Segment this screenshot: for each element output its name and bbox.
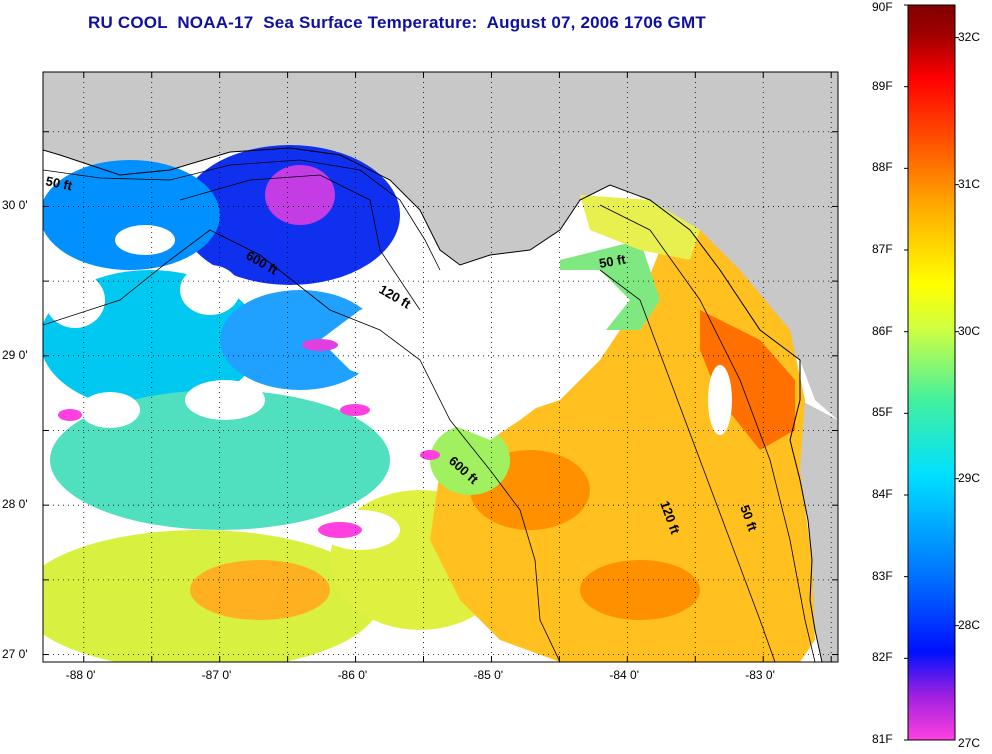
sst-magenta-speck: [302, 339, 338, 351]
sst-mid-patch: [220, 290, 380, 390]
y-tick-label: 28 0': [2, 497, 28, 512]
sst-green-patch: [50, 390, 390, 530]
sst-magenta-speck: [340, 404, 370, 416]
map-title: RU COOL NOAA-17 Sea Surface Temperature:…: [88, 13, 706, 32]
colorbar-f-label: 87F: [872, 242, 893, 256]
cloud-patch: [185, 380, 265, 420]
land-north: [43, 72, 838, 420]
land-florida-west: [790, 400, 838, 662]
y-tick-label: 27 0': [2, 646, 28, 661]
x-tick-label: -86 0': [337, 668, 368, 682]
contour-label-50ft: 50 ft: [44, 173, 74, 193]
y-tick-label: 30 0': [2, 198, 28, 213]
colorbar-c-label: 27C: [958, 736, 981, 750]
sst-coast-band: [580, 195, 700, 260]
frame-ticks: [43, 72, 838, 662]
sst-magenta-speck: [318, 522, 362, 538]
map-grid: [43, 72, 838, 662]
colorbar-f-label: 90F: [872, 0, 893, 14]
sst-hot-region: [700, 310, 795, 450]
x-tick-label: -83 0': [745, 668, 775, 682]
contour-600ft: [43, 229, 561, 662]
coastline: [43, 147, 823, 662]
x-tick-label: -87 0': [201, 668, 232, 682]
contour-label-50ft: 50 ft: [598, 251, 628, 271]
colorbar-f-label: 88F: [872, 160, 893, 175]
colorbar-c-label: 31C: [958, 176, 981, 191]
colorbar-f-label: 81F: [872, 732, 893, 746]
cloud-patch: [45, 272, 105, 328]
colorbar-f-label: 89F: [872, 78, 893, 93]
colorbar-f-label: 85F: [872, 405, 893, 420]
x-tick-label: -88 0': [65, 668, 96, 682]
colorbar-f-label: 86F: [872, 323, 893, 338]
sst-magenta-speck: [420, 450, 440, 460]
colorbar-ticks: [904, 4, 959, 741]
colorbar-c-label: 32C: [958, 29, 981, 44]
colorbar-f-label: 83F: [872, 568, 893, 583]
colorbar-c-label: 28C: [958, 617, 981, 632]
contour-120ft: [179, 174, 776, 662]
colorbar-f-label: 82F: [872, 650, 893, 665]
cloud-patch: [115, 225, 175, 255]
colorbar: [907, 4, 956, 741]
cloud-region: [320, 270, 630, 440]
sst-cool-core: [265, 165, 335, 225]
sst-magenta-speck: [58, 409, 82, 421]
sst-hot-patch: [580, 560, 700, 620]
cloud-patch: [180, 265, 240, 315]
colorbar-c-label: 29C: [958, 470, 981, 485]
colorbar-f-label: 84F: [872, 487, 893, 501]
cloud-patch: [80, 392, 140, 428]
colorbar-c-label: 30C: [958, 323, 981, 338]
x-tick-label: -85 0': [473, 668, 504, 682]
cloud-patch: [708, 365, 732, 435]
y-tick-label: 29 0': [2, 347, 28, 362]
sst-orange-patch: [190, 560, 330, 620]
contour-50ft: [43, 159, 816, 662]
sst-cool-patch-west: [43, 160, 220, 270]
x-tick-label: -84 0': [609, 668, 639, 682]
sst-green-patch: [430, 425, 510, 495]
